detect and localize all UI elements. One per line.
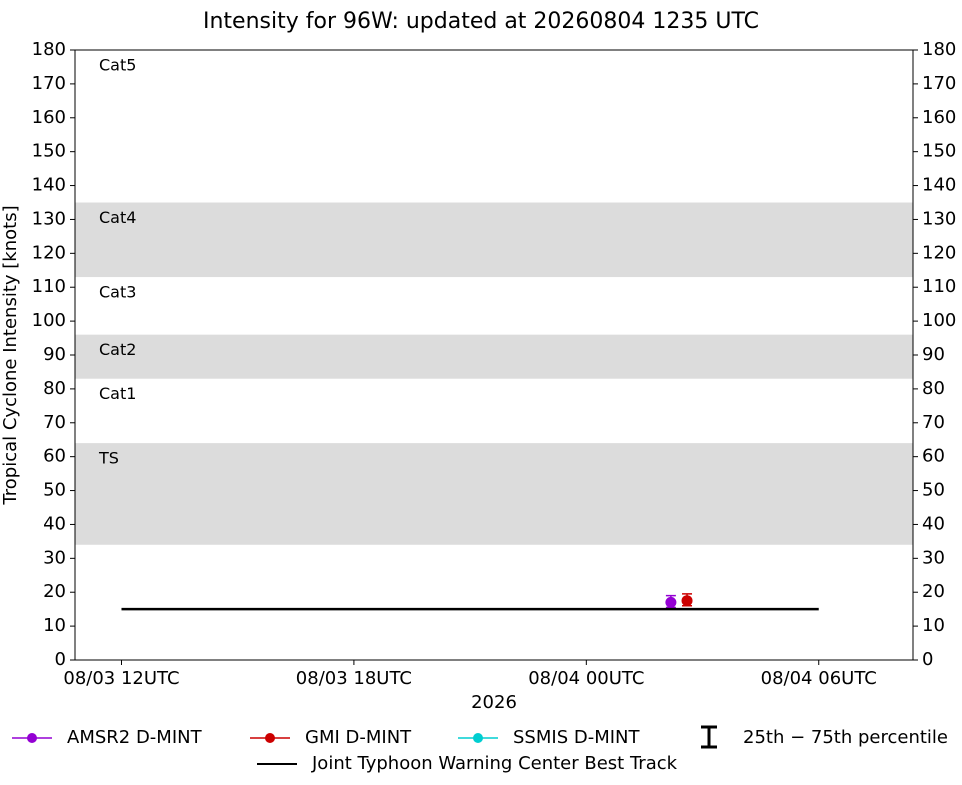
y-tick-label: 10 [43, 615, 66, 636]
y-tick-label: 20 [43, 581, 66, 602]
y2-tick-label: 10 [922, 615, 945, 636]
category-label: Cat2 [99, 340, 136, 359]
y-tick-label: 180 [32, 39, 66, 60]
y-tick-label: 0 [55, 649, 66, 670]
category-label: Cat3 [99, 283, 136, 302]
y2-tick-label: 150 [922, 141, 956, 162]
category-band [75, 379, 913, 443]
category-band [75, 334, 913, 379]
y-tick-label: 100 [32, 310, 66, 331]
y-tick-label: 30 [43, 547, 66, 568]
y2-tick-label: 50 [922, 480, 945, 501]
y-tick-label: 120 [32, 242, 66, 263]
y2-tick-label: 180 [922, 39, 956, 60]
legend-label: AMSR2 D-MINT [67, 727, 203, 748]
data-point [665, 596, 677, 608]
category-band [75, 443, 913, 545]
chart-title: Intensity for 96W: updated at 20260804 1… [203, 9, 759, 34]
x-tick-label: 08/04 06UTC [761, 668, 877, 689]
y2-tick-label: 170 [922, 73, 956, 94]
y2-tick-label: 20 [922, 581, 945, 602]
y-tick-label: 90 [43, 344, 66, 365]
category-band [75, 202, 913, 278]
y2-tick-label: 130 [922, 208, 956, 229]
y2-tick-label: 110 [922, 276, 956, 297]
y2-tick-label: 160 [922, 107, 956, 128]
data-point [681, 595, 693, 607]
y-tick-label: 70 [43, 412, 66, 433]
y-tick-label: 60 [43, 446, 66, 467]
y-tick-label: 130 [32, 208, 66, 229]
y-tick-label: 150 [32, 141, 66, 162]
legend-label: SSMIS D-MINT [513, 727, 640, 748]
legend-marker [265, 733, 275, 743]
y-tick-label: 40 [43, 513, 66, 534]
y-tick-label: 140 [32, 175, 66, 196]
y2-tick-label: 30 [922, 547, 945, 568]
y2-tick-label: 80 [922, 378, 945, 399]
y2-tick-label: 90 [922, 344, 945, 365]
legend-label: 25th − 75th percentile [743, 727, 948, 748]
legend-marker [27, 733, 37, 743]
legend-error-icon [701, 725, 717, 749]
legend-marker [473, 733, 483, 743]
category-label: Cat1 [99, 384, 136, 403]
y-tick-label: 50 [43, 480, 66, 501]
category-band [75, 277, 913, 335]
category-label: Cat5 [99, 56, 136, 75]
category-label: Cat4 [99, 208, 136, 227]
legend-label: Joint Typhoon Warning Center Best Track [311, 753, 678, 774]
x-axis-label: 2026 [471, 692, 517, 713]
category-label: TS [98, 449, 119, 468]
y2-tick-label: 100 [922, 310, 956, 331]
y-axis-label: Tropical Cyclone Intensity [knots] [0, 205, 21, 505]
y2-tick-label: 40 [922, 513, 945, 534]
plot-frame [74, 49, 914, 661]
y2-tick-label: 0 [922, 649, 933, 670]
y2-tick-label: 140 [922, 175, 956, 196]
y-tick-label: 160 [32, 107, 66, 128]
legend-label: GMI D-MINT [305, 727, 412, 748]
y2-tick-label: 120 [922, 242, 956, 263]
y2-tick-label: 60 [922, 446, 945, 467]
x-tick-label: 08/03 18UTC [296, 668, 412, 689]
x-tick-label: 08/04 00UTC [528, 668, 644, 689]
y2-tick-label: 70 [922, 412, 945, 433]
y-tick-label: 80 [43, 378, 66, 399]
category-band [75, 50, 913, 203]
y-tick-label: 110 [32, 276, 66, 297]
x-tick-label: 08/03 12UTC [63, 668, 179, 689]
y-tick-label: 170 [32, 73, 66, 94]
